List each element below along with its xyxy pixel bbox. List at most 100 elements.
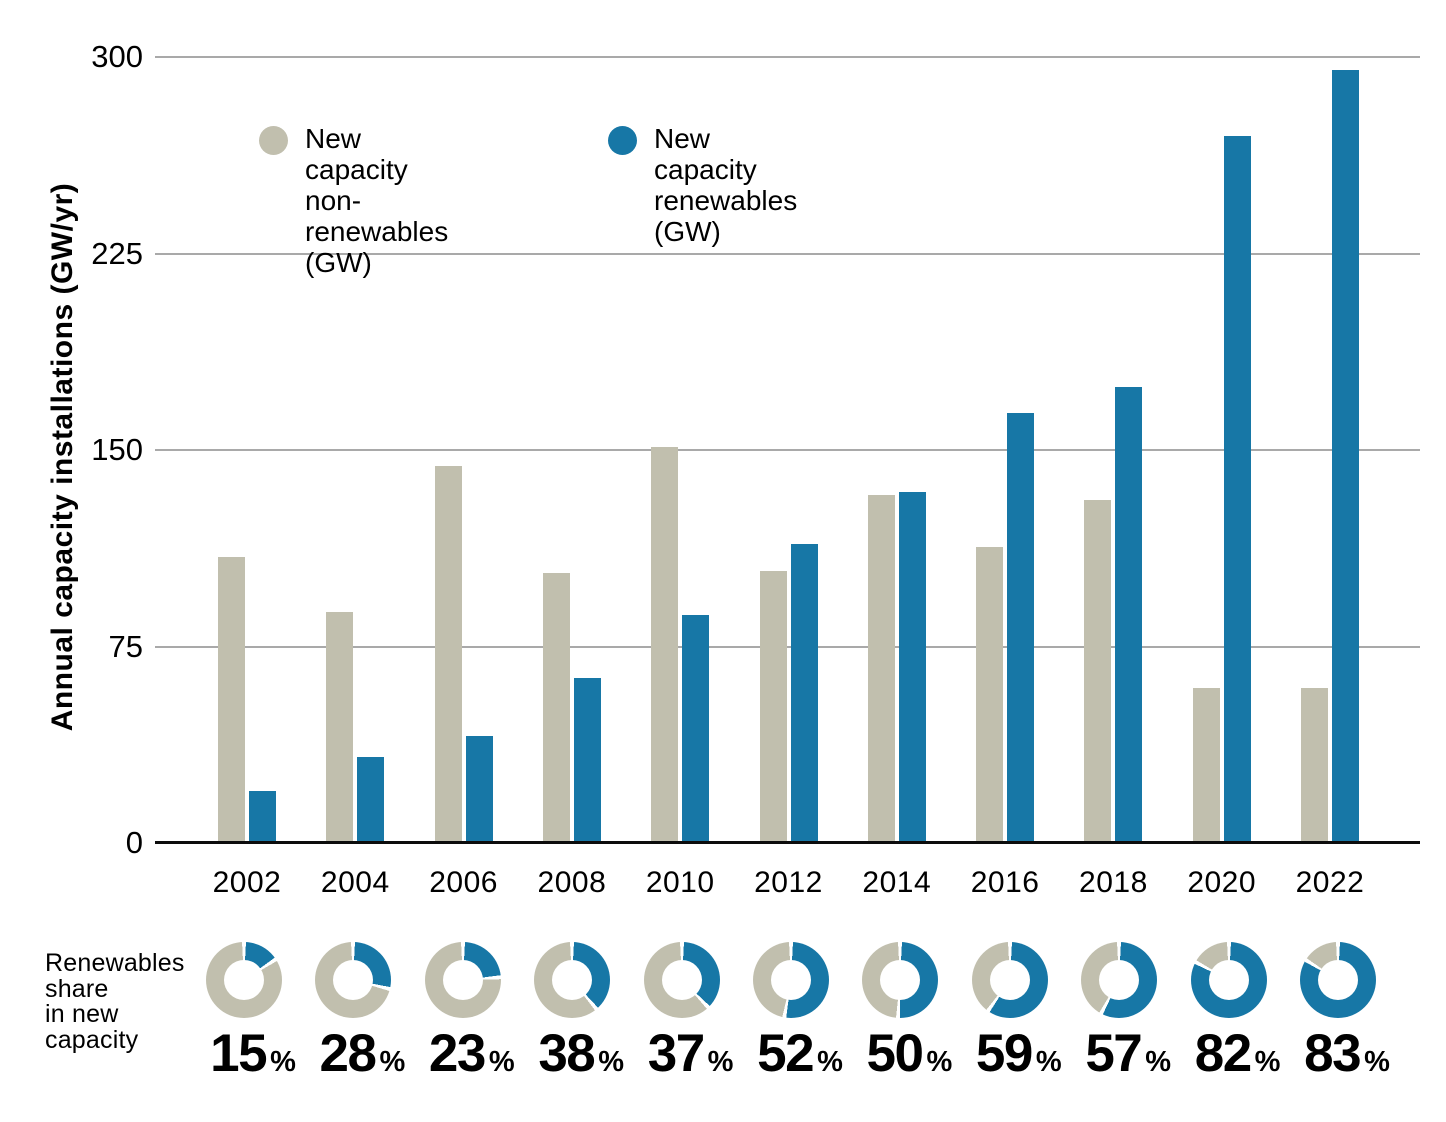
renewables-share-caption: Renewables share in new capacity xyxy=(45,949,185,1054)
x-axis-label-2022: 2022 xyxy=(1295,866,1365,899)
donut-hole xyxy=(661,960,702,1000)
percent-sign: % xyxy=(1145,1046,1172,1078)
donut-renewables-share-2008 xyxy=(534,942,611,1018)
bar-non-renewables-2014 xyxy=(867,494,895,843)
bar-non-renewables-2018 xyxy=(1084,499,1112,843)
caption-line: capacity xyxy=(45,1025,139,1054)
donut-renewables-share-2014 xyxy=(862,942,939,1018)
percent-sign: % xyxy=(817,1046,843,1078)
donut-renewables-share-2012 xyxy=(753,942,829,1018)
x-axis-label-2016: 2016 xyxy=(970,866,1040,899)
caption-line: Renewables xyxy=(45,949,185,977)
legend-dot-renewables-icon xyxy=(608,126,637,155)
legend-label-line1: New capacity xyxy=(305,123,408,185)
bar-renewables-2006 xyxy=(465,735,493,843)
share-percent-value: 28 xyxy=(319,1024,377,1083)
share-percent-value: 52 xyxy=(757,1024,814,1083)
legend-label-renewables: New capacity renewables (GW) xyxy=(654,123,797,247)
bar-renewables-2008 xyxy=(573,677,601,843)
bar-renewables-2004 xyxy=(357,756,385,843)
percent-sign: % xyxy=(1254,1046,1281,1078)
bar-renewables-2010 xyxy=(682,615,710,843)
donut-hole xyxy=(1208,960,1249,1000)
share-percent-value: 50 xyxy=(866,1024,924,1083)
share-percent-value: 15 xyxy=(210,1024,267,1083)
bar-renewables-2018 xyxy=(1115,387,1143,843)
gridline xyxy=(155,252,1420,255)
donut-renewables-share-2020 xyxy=(1190,942,1267,1018)
y-axis-tick-label: 0 xyxy=(125,825,143,860)
donut-renewables-share-2006 xyxy=(424,942,501,1018)
share-percent-label-2012: 52% xyxy=(757,1023,843,1084)
percent-sign: % xyxy=(707,1046,734,1078)
share-percent-label-2004: 28% xyxy=(320,1023,406,1084)
bar-renewables-2012 xyxy=(790,544,818,843)
legend-label-line2: non-renewables (GW) xyxy=(305,185,449,278)
legend-dot-non-renewables-icon xyxy=(259,126,288,155)
bar-non-renewables-2002 xyxy=(218,557,245,843)
share-percent-label-2010: 37% xyxy=(648,1023,734,1084)
x-axis-label-2002: 2002 xyxy=(212,866,282,899)
share-percent-label-2020: 82% xyxy=(1195,1023,1281,1084)
percent-sign: % xyxy=(379,1046,406,1078)
legend-label-non-renewables: New capacity non-renewables (GW) xyxy=(305,123,448,278)
x-axis-label-2014: 2014 xyxy=(862,866,932,899)
y-axis-tick-label: 225 xyxy=(91,235,143,271)
percent-sign: % xyxy=(1364,1046,1390,1078)
donut-hole xyxy=(333,960,374,1000)
donut-hole xyxy=(224,960,264,1000)
donut-renewables-share-2016 xyxy=(971,942,1048,1018)
x-axis-label-2004: 2004 xyxy=(320,866,390,899)
donut-hole xyxy=(880,960,921,1000)
percent-sign: % xyxy=(1035,1046,1062,1078)
bar-renewables-2022 xyxy=(1332,70,1359,843)
share-percent-value: 57 xyxy=(1085,1024,1142,1083)
caption-line: share xyxy=(45,974,109,1003)
bar-renewables-2014 xyxy=(898,491,926,843)
share-percent-label-2006: 23% xyxy=(429,1023,515,1084)
bar-non-renewables-2016 xyxy=(976,546,1004,843)
bar-renewables-2020 xyxy=(1223,135,1251,843)
bar-non-renewables-2004 xyxy=(326,612,354,843)
donut-hole xyxy=(1099,960,1140,1000)
donut-renewables-share-2004 xyxy=(315,942,392,1018)
legend-label-line2: renewables (GW) xyxy=(654,185,798,247)
share-percent-value: 83 xyxy=(1304,1024,1361,1083)
percent-sign: % xyxy=(270,1046,296,1078)
percent-sign: % xyxy=(488,1046,515,1078)
gridline xyxy=(155,56,1420,58)
donut-hole xyxy=(989,960,1030,1000)
bar-non-renewables-2020 xyxy=(1192,688,1220,843)
donut-hole xyxy=(771,960,811,1000)
share-percent-label-2022: 83% xyxy=(1304,1023,1390,1084)
donut-renewables-share-2002 xyxy=(206,942,282,1018)
x-axis-label-2006: 2006 xyxy=(429,866,498,899)
bar-non-renewables-2010 xyxy=(651,447,679,843)
bar-renewables-2002 xyxy=(249,790,276,843)
share-percent-value: 37 xyxy=(647,1024,705,1083)
legend-label-line1: New capacity xyxy=(654,123,757,185)
x-axis-label-2018: 2018 xyxy=(1079,866,1148,899)
x-axis-label-2010: 2010 xyxy=(645,866,715,899)
donut-renewables-share-2018 xyxy=(1081,942,1158,1018)
share-percent-label-2014: 50% xyxy=(867,1023,953,1084)
share-percent-value: 82 xyxy=(1194,1024,1252,1083)
legend-item-non-renewables: New capacity non-renewables (GW) xyxy=(259,123,448,278)
share-percent-value: 59 xyxy=(975,1024,1033,1083)
bar-non-renewables-2006 xyxy=(434,465,462,843)
share-percent-value: 23 xyxy=(428,1024,486,1083)
share-percent-label-2008: 38% xyxy=(538,1023,624,1084)
percent-sign: % xyxy=(598,1046,625,1078)
bar-non-renewables-2008 xyxy=(542,573,570,843)
donut-hole xyxy=(552,960,593,1000)
share-percent-label-2002: 15% xyxy=(210,1023,296,1084)
legend-item-renewables: New capacity renewables (GW) xyxy=(608,123,797,247)
gridline xyxy=(155,449,1420,451)
bar-non-renewables-2022 xyxy=(1301,688,1328,843)
y-axis-tick-label: 75 xyxy=(108,628,143,664)
x-axis-label-2008: 2008 xyxy=(537,866,607,899)
gridline xyxy=(155,645,1420,648)
donut-renewables-share-2022 xyxy=(1300,942,1376,1018)
donut-renewables-share-2010 xyxy=(643,942,720,1018)
